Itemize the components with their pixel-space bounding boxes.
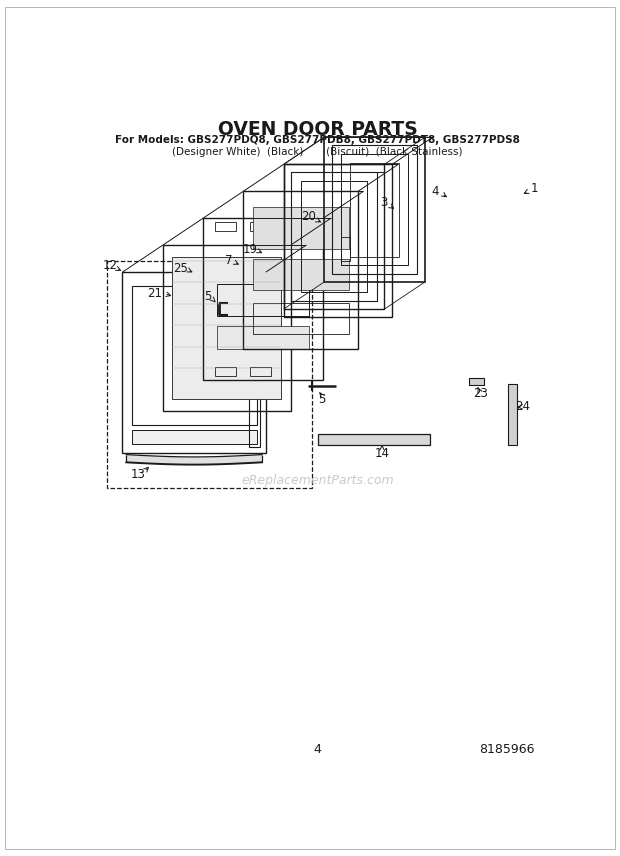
Bar <box>508 383 517 445</box>
Bar <box>123 272 266 453</box>
Bar <box>249 278 260 447</box>
Text: 20: 20 <box>301 211 316 223</box>
Bar <box>332 145 417 275</box>
Bar <box>253 206 348 249</box>
Bar <box>249 222 272 231</box>
Bar <box>131 286 257 425</box>
Bar <box>341 237 350 260</box>
Bar <box>217 326 309 349</box>
Bar <box>203 218 323 380</box>
Bar <box>243 191 358 349</box>
Bar <box>301 181 367 292</box>
Bar <box>283 164 384 309</box>
Bar <box>283 164 392 317</box>
Bar <box>341 154 408 265</box>
Text: 24: 24 <box>516 401 531 413</box>
Text: 25: 25 <box>173 262 188 275</box>
Bar <box>217 283 309 316</box>
Text: 21: 21 <box>148 287 162 300</box>
Text: 13: 13 <box>131 468 145 481</box>
Bar <box>317 434 430 444</box>
Bar <box>469 378 484 384</box>
Bar <box>350 163 399 257</box>
Bar <box>215 222 236 231</box>
Text: 5: 5 <box>318 393 326 406</box>
Text: 12: 12 <box>102 259 118 272</box>
Bar <box>291 172 384 309</box>
Text: (Designer White)  (Black)       (Biscuit)  (Black Stainless): (Designer White) (Black) (Biscuit) (Blac… <box>172 146 463 157</box>
Bar <box>172 257 281 399</box>
Bar <box>215 367 236 376</box>
Text: 8185966: 8185966 <box>479 743 534 756</box>
Bar <box>291 172 376 301</box>
Text: 1: 1 <box>531 182 539 195</box>
Text: For Models: GBS277PDQ8, GBS277PDB8, GBS277PDT8, GBS277PDS8: For Models: GBS277PDQ8, GBS277PDB8, GBS2… <box>115 135 520 145</box>
Text: 4: 4 <box>432 185 440 198</box>
Bar <box>253 303 348 334</box>
Text: OVEN DOOR PARTS: OVEN DOOR PARTS <box>218 120 418 139</box>
Text: 7: 7 <box>225 254 232 267</box>
Bar <box>162 245 291 411</box>
Bar <box>324 137 425 282</box>
Bar <box>107 260 312 488</box>
Bar <box>249 367 272 376</box>
Bar <box>131 430 257 443</box>
Text: 5: 5 <box>204 290 211 303</box>
Text: eReplacementParts.com: eReplacementParts.com <box>241 473 394 486</box>
Text: 23: 23 <box>473 387 488 401</box>
Text: 3: 3 <box>380 196 388 210</box>
Text: 4: 4 <box>314 743 322 756</box>
Text: 19: 19 <box>243 242 258 256</box>
Text: 14: 14 <box>374 448 389 461</box>
Bar <box>253 259 348 290</box>
